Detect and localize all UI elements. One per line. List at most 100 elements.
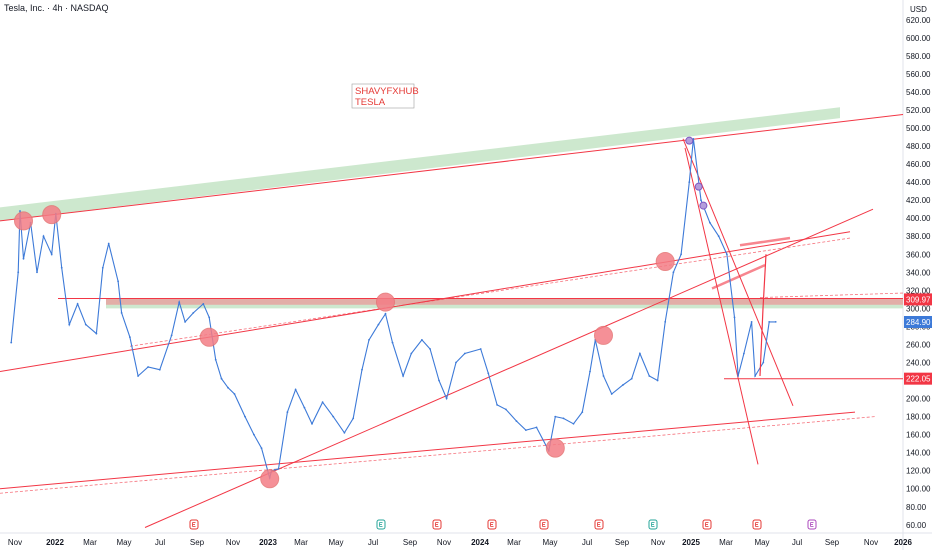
price-point [208,316,211,319]
price-tag-label: 222.05 [906,375,931,384]
time-tick-label: Nov [8,538,22,547]
price-point [648,375,651,377]
price-point [535,426,538,429]
mid-uptrend-line [0,231,851,372]
watermark-line1: SHAVYFXHUB [355,86,419,97]
price-tick-label: 300.00 [906,304,931,313]
price-point [762,361,765,364]
time-tick-label: Mar [294,538,308,547]
event-marker[interactable] [539,519,549,530]
time-tick-label: Sep [403,538,418,547]
price-point [303,406,306,409]
price-point [202,303,205,305]
price-point [602,375,605,377]
event-marker[interactable] [807,519,817,530]
price-point [253,433,255,436]
top-marker [694,182,703,191]
time-tick-label: 2025 [682,538,700,547]
price-point [680,253,682,256]
pivot-marker [199,327,219,347]
time-tick-label: 2024 [471,538,489,547]
event-marker[interactable] [702,519,712,530]
price-point [170,334,173,337]
pivot-marker [545,438,565,458]
watermark-box [351,83,415,109]
time-tick-label: May [754,538,769,547]
top-marker [685,136,694,145]
time-tick-label: Mar [83,538,97,547]
price-point [709,221,711,224]
price-tick-label: 420.00 [906,196,931,205]
price-point [343,431,346,434]
price-point [581,411,584,413]
price-point [664,321,667,323]
price-point [445,397,448,400]
price-point [438,379,440,382]
time-tick-label: Jul [582,538,592,547]
price-tag-label: 284.90 [906,318,931,327]
price-point [277,468,280,470]
price-point [410,352,413,355]
price-tick-label: 580.00 [906,52,931,61]
long-support-trendline-dashed [0,416,876,494]
price-point [630,377,633,380]
price-point [244,415,246,418]
event-marker[interactable] [487,519,497,530]
price-point [332,415,335,418]
event-marker[interactable] [594,519,604,530]
event-marker[interactable] [752,519,762,530]
price-tick-label: 80.00 [906,503,927,512]
price-tick-label: 560.00 [906,70,931,79]
price-tick-label: 100.00 [906,485,931,494]
price-point [192,312,195,314]
price-point [361,368,363,371]
price-point [76,303,79,305]
long-support-trendline [0,411,856,490]
price-point [120,312,123,314]
price-tick-label: 120.00 [906,467,931,476]
time-tick-label: Sep [825,538,840,547]
event-marker[interactable] [648,519,658,530]
price-point [19,210,21,212]
time-tick-label: Mar [719,538,733,547]
price-tick-label: 400.00 [906,214,931,223]
time-tick-label: May [542,538,557,547]
time-tick-label: Jul [368,538,378,547]
event-marker[interactable] [189,519,199,530]
price-point [22,257,25,260]
price-point [101,266,104,269]
price-point [515,420,518,422]
time-tick-label: Nov [864,538,878,547]
price-point [737,375,739,377]
resistance-zone-band [106,298,903,305]
price-point [639,352,641,355]
pivot-marker [42,205,62,225]
downtrend-line-a [682,138,794,406]
price-tag [904,293,932,306]
price-tick-label: 340.00 [906,268,931,277]
price-tick-label: 260.00 [906,340,931,349]
event-marker[interactable] [432,519,442,530]
event-marker[interactable] [376,519,386,530]
price-point [311,422,313,425]
price-tick-label: 60.00 [906,521,927,530]
price-point [391,341,394,344]
time-tick-label: Nov [651,538,665,547]
price-tick-label: 520.00 [906,106,931,115]
price-tick-label: 440.00 [906,178,931,187]
price-point [768,321,771,323]
time-tick-label: 2026 [894,538,912,547]
time-tick-label: 2023 [259,538,277,547]
price-point [525,429,527,431]
price-point [377,323,380,326]
upper-channel-line [0,114,904,222]
price-point [286,411,289,413]
price-point [42,235,45,238]
price-point [688,181,691,184]
price-point [421,339,423,341]
pivot-marker [593,325,613,345]
price-point [672,271,675,274]
price-point [107,242,110,245]
price-tick-label: 600.00 [906,34,931,43]
